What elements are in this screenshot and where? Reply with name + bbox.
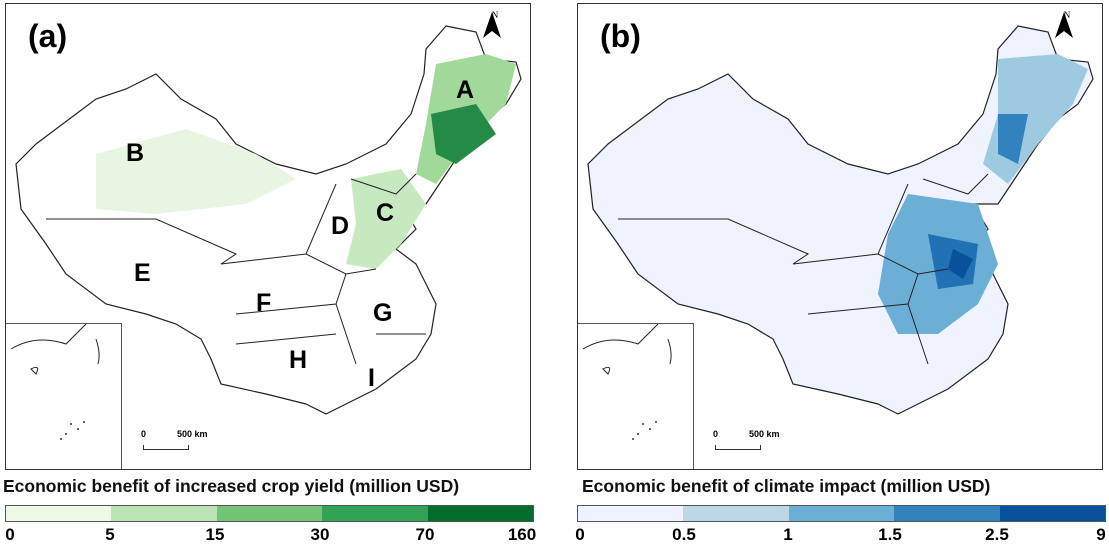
color-swatch bbox=[111, 506, 217, 521]
color-swatch bbox=[427, 506, 534, 521]
panel-label: (b) bbox=[600, 18, 641, 54]
color-swatch bbox=[322, 506, 428, 521]
north-label: N bbox=[1063, 10, 1071, 20]
region-label: C bbox=[376, 199, 395, 227]
china-map-a bbox=[15, 25, 522, 415]
tick-label: 1 bbox=[783, 525, 793, 544]
region-label: D bbox=[331, 212, 350, 240]
tick-label: 0 bbox=[575, 525, 585, 544]
color-swatch bbox=[683, 506, 789, 521]
color-swatch bbox=[788, 506, 895, 521]
north-label: N bbox=[491, 10, 499, 20]
legend-b: Economic benefit of climate impact (mill… bbox=[572, 476, 1109, 544]
tick-label: 70 bbox=[415, 525, 435, 544]
region-label: F bbox=[256, 289, 272, 317]
color-swatch bbox=[6, 506, 112, 521]
tick-label: 0 bbox=[5, 525, 15, 544]
region-boundaries bbox=[46, 173, 426, 365]
color-swatch bbox=[894, 506, 1000, 521]
tick-label: 0.5 bbox=[672, 525, 696, 544]
tick-label: 1.5 bbox=[878, 525, 902, 544]
north-arrow: N bbox=[482, 10, 508, 38]
map-panel-b: (b) N 0 500 km bbox=[577, 3, 1103, 470]
region-label: E bbox=[134, 259, 151, 287]
scale-bar: 0 500 km bbox=[713, 429, 783, 457]
color-bar bbox=[577, 505, 1106, 522]
tick-label: 15 bbox=[205, 525, 225, 544]
north-arrow: N bbox=[1054, 10, 1080, 38]
scale-end: 500 km bbox=[749, 429, 780, 439]
color-swatch bbox=[999, 506, 1106, 521]
map-panel-a: (a) A B C D E F G H I N 0 500 km bbox=[5, 3, 531, 470]
region-label: B bbox=[126, 139, 145, 167]
region-a-dark bbox=[431, 104, 496, 164]
north-arrow-icon bbox=[483, 12, 501, 38]
scale-bar: 0 500 km bbox=[141, 429, 211, 457]
color-bar bbox=[5, 505, 534, 522]
region-label: G bbox=[373, 299, 393, 327]
tick-label: 30 bbox=[310, 525, 330, 544]
region-label: I bbox=[368, 364, 375, 392]
region-boundaries bbox=[618, 173, 989, 365]
region-b-fill bbox=[96, 129, 296, 214]
region-label: H bbox=[289, 346, 308, 374]
legend-title: Economic benefit of climate impact (mill… bbox=[582, 476, 991, 496]
south-china-sea-inset bbox=[578, 323, 694, 469]
north-arrow-icon bbox=[1055, 12, 1073, 38]
legend-a: Economic benefit of increased crop yield… bbox=[0, 476, 540, 544]
china-outline bbox=[587, 25, 1094, 415]
scale-end: 500 km bbox=[177, 429, 208, 439]
scale-start: 0 bbox=[713, 429, 719, 439]
south-china-sea-inset bbox=[6, 323, 122, 469]
scale-start: 0 bbox=[141, 429, 147, 439]
region-c-fill bbox=[346, 169, 426, 269]
china-outline bbox=[15, 25, 522, 415]
color-swatch bbox=[216, 506, 323, 521]
tick-label: 160 bbox=[507, 525, 537, 544]
region-label: A bbox=[456, 76, 475, 104]
tick-label: 9 bbox=[1096, 525, 1106, 544]
legend-title: Economic benefit of increased crop yield… bbox=[3, 476, 460, 496]
tick-label: 2.5 bbox=[985, 525, 1009, 544]
panel-label: (a) bbox=[28, 18, 68, 54]
color-swatch bbox=[578, 506, 684, 521]
tick-label: 5 bbox=[105, 525, 115, 544]
china-map-b bbox=[587, 25, 1094, 415]
